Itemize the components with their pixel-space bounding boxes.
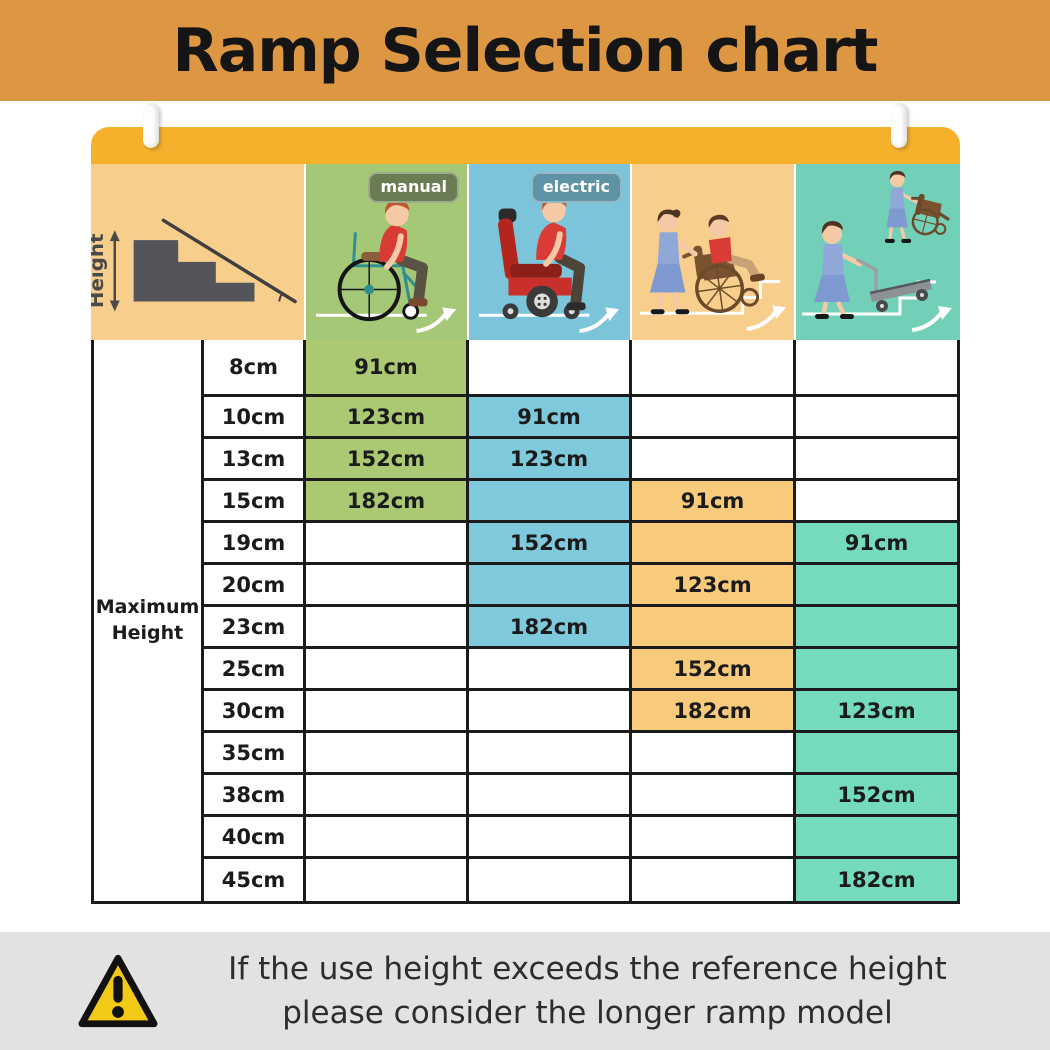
row-label: 45cm: [204, 859, 306, 901]
cell-assisted: [632, 340, 796, 397]
row-label: 35cm: [204, 733, 306, 775]
cell-trolley: [796, 397, 960, 439]
cell-assisted: [632, 439, 796, 481]
column-header-trolley: [796, 164, 960, 340]
cell-assisted: 182cm: [632, 691, 796, 733]
row-label: 30cm: [204, 691, 306, 733]
cell-assisted: 123cm: [632, 565, 796, 607]
cell-electric: [469, 691, 632, 733]
cell-electric: [469, 565, 632, 607]
column-headers: Height manual: [91, 164, 960, 340]
pin-icon: [891, 103, 907, 148]
row-label: 8cm: [204, 340, 306, 397]
cell-manual: [306, 775, 469, 817]
row-label: 23cm: [204, 607, 306, 649]
cell-trolley: [796, 340, 960, 397]
cell-assisted: [632, 607, 796, 649]
electric-badge: electric: [530, 172, 622, 203]
row-label: 40cm: [204, 817, 306, 859]
column-header-electric: electric: [469, 164, 632, 340]
column-header-assisted: [632, 164, 796, 340]
cell-trolley: [796, 439, 960, 481]
warning-text: If the use height exceeds the reference …: [195, 947, 980, 1035]
cell-trolley: [796, 817, 960, 859]
trolley-icon: [802, 170, 952, 332]
cell-manual: 152cm: [306, 439, 469, 481]
column-header-height-diagram: Height: [91, 164, 306, 340]
selection-table: Maximum Height 8cm 91cm 10cm 123cm 91cm …: [91, 340, 960, 904]
title-banner: Ramp Selection chart: [0, 0, 1050, 101]
cell-manual: [306, 565, 469, 607]
cell-trolley: [796, 733, 960, 775]
cell-assisted: 91cm: [632, 481, 796, 523]
cell-manual: 91cm: [306, 340, 469, 397]
cell-assisted: [632, 397, 796, 439]
cell-trolley: [796, 649, 960, 691]
cell-manual: [306, 733, 469, 775]
cell-manual: [306, 649, 469, 691]
warning-footer: If the use height exceeds the reference …: [0, 932, 1050, 1050]
attendant-wheelchair-icon: [639, 209, 787, 332]
manual-wheelchair-icon: [315, 199, 457, 333]
row-label: 13cm: [204, 439, 306, 481]
cell-trolley: 182cm: [796, 859, 960, 901]
row-label: 19cm: [204, 523, 306, 565]
cell-trolley: [796, 481, 960, 523]
cell-assisted: [632, 523, 796, 565]
stairs-ramp-icon: Height: [91, 218, 297, 312]
cell-electric: 152cm: [469, 523, 632, 565]
height-axis-label: Height: [91, 233, 108, 308]
cell-assisted: [632, 775, 796, 817]
cell-assisted: [632, 859, 796, 901]
row-header-maximum-height: Maximum Height: [94, 340, 204, 901]
cell-electric: 123cm: [469, 439, 632, 481]
cell-manual: [306, 691, 469, 733]
cell-electric: 182cm: [469, 607, 632, 649]
cell-manual: [306, 859, 469, 901]
cell-electric: [469, 775, 632, 817]
cell-trolley: 91cm: [796, 523, 960, 565]
cell-electric: [469, 649, 632, 691]
pin-icon: [143, 103, 159, 148]
cell-manual: [306, 607, 469, 649]
row-label: 25cm: [204, 649, 306, 691]
warning-line-1: If the use height exceeds the reference …: [228, 950, 947, 987]
row-label: 20cm: [204, 565, 306, 607]
row-label: 10cm: [204, 397, 306, 439]
cell-electric: [469, 733, 632, 775]
cell-assisted: 152cm: [632, 649, 796, 691]
cell-electric: [469, 481, 632, 523]
cell-manual: 182cm: [306, 481, 469, 523]
cell-manual: 123cm: [306, 397, 469, 439]
cell-electric: 91cm: [469, 397, 632, 439]
cell-trolley: [796, 607, 960, 649]
page-title: Ramp Selection chart: [172, 15, 879, 86]
cell-trolley: [796, 565, 960, 607]
cell-manual: [306, 523, 469, 565]
cell-manual: [306, 817, 469, 859]
manual-badge: manual: [368, 172, 459, 203]
hanging-chart: Height manual: [91, 103, 960, 904]
cell-trolley: 152cm: [796, 775, 960, 817]
warning-line-2: please consider the longer ramp model: [282, 995, 893, 1031]
column-header-manual: manual: [306, 164, 469, 340]
cell-electric: [469, 340, 632, 397]
warning-icon: [78, 954, 158, 1028]
row-label: 38cm: [204, 775, 306, 817]
cell-electric: [469, 817, 632, 859]
cell-assisted: [632, 817, 796, 859]
row-label: 15cm: [204, 481, 306, 523]
cell-electric: [469, 859, 632, 901]
chart-top-bar: [91, 127, 960, 164]
electric-wheelchair-icon: [478, 195, 620, 333]
cell-assisted: [632, 733, 796, 775]
cell-trolley: 123cm: [796, 691, 960, 733]
